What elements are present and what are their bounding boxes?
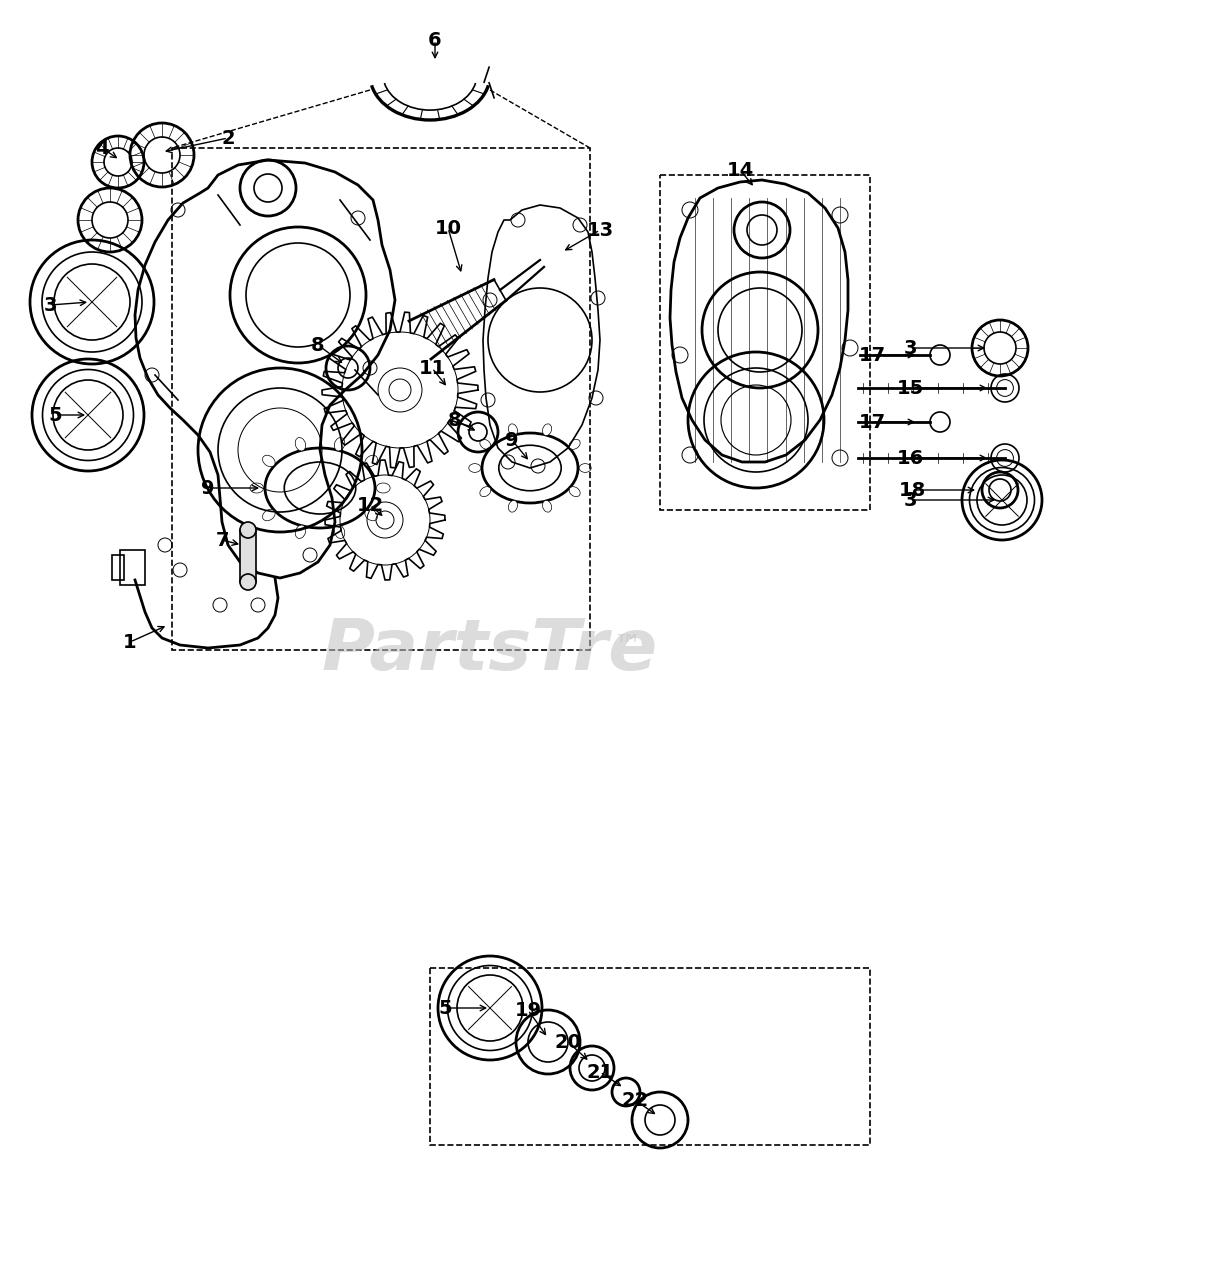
Text: 11: 11 <box>419 358 446 378</box>
Ellipse shape <box>479 486 490 497</box>
Ellipse shape <box>469 463 480 472</box>
Ellipse shape <box>365 456 377 467</box>
Text: 9: 9 <box>201 479 214 498</box>
Bar <box>120 550 145 585</box>
Text: 8: 8 <box>448 411 462 430</box>
Ellipse shape <box>250 483 264 493</box>
Text: 4: 4 <box>95 138 108 157</box>
Ellipse shape <box>376 483 391 493</box>
Circle shape <box>240 522 256 538</box>
Text: 14: 14 <box>727 160 754 179</box>
Text: 2: 2 <box>222 128 235 147</box>
Text: ™: ™ <box>614 631 642 659</box>
Text: 20: 20 <box>554 1033 582 1051</box>
Text: 8: 8 <box>312 335 325 355</box>
Ellipse shape <box>296 525 306 539</box>
Text: 17: 17 <box>859 346 886 365</box>
Text: 19: 19 <box>515 1001 542 1019</box>
Ellipse shape <box>262 509 275 521</box>
Text: 22: 22 <box>621 1091 648 1110</box>
Ellipse shape <box>509 424 517 435</box>
Ellipse shape <box>334 438 345 451</box>
Ellipse shape <box>334 525 345 539</box>
Ellipse shape <box>509 500 517 512</box>
Ellipse shape <box>542 500 552 512</box>
Bar <box>112 556 124 580</box>
Text: 12: 12 <box>356 495 383 515</box>
Text: 3: 3 <box>43 296 57 315</box>
Text: 18: 18 <box>898 480 925 499</box>
Text: 9: 9 <box>505 430 519 449</box>
Ellipse shape <box>579 463 591 472</box>
Text: 5: 5 <box>439 998 452 1018</box>
Bar <box>240 530 256 582</box>
Text: 10: 10 <box>435 219 462 238</box>
Circle shape <box>240 573 256 590</box>
Text: 5: 5 <box>48 406 62 425</box>
Ellipse shape <box>569 439 580 449</box>
Text: 3: 3 <box>903 490 917 509</box>
Text: 15: 15 <box>897 379 924 398</box>
Text: 6: 6 <box>429 31 442 50</box>
Ellipse shape <box>479 439 490 449</box>
Text: 17: 17 <box>859 412 886 431</box>
Ellipse shape <box>365 509 377 521</box>
Ellipse shape <box>262 456 275 467</box>
Text: 7: 7 <box>216 530 229 549</box>
Ellipse shape <box>569 486 580 497</box>
Ellipse shape <box>296 438 306 451</box>
Text: PartsTre: PartsTre <box>322 616 658 685</box>
Text: 1: 1 <box>123 632 137 652</box>
Text: 21: 21 <box>586 1062 614 1082</box>
Ellipse shape <box>542 424 552 435</box>
Text: 13: 13 <box>586 220 614 239</box>
Text: 3: 3 <box>903 338 917 357</box>
Text: 16: 16 <box>897 448 924 467</box>
